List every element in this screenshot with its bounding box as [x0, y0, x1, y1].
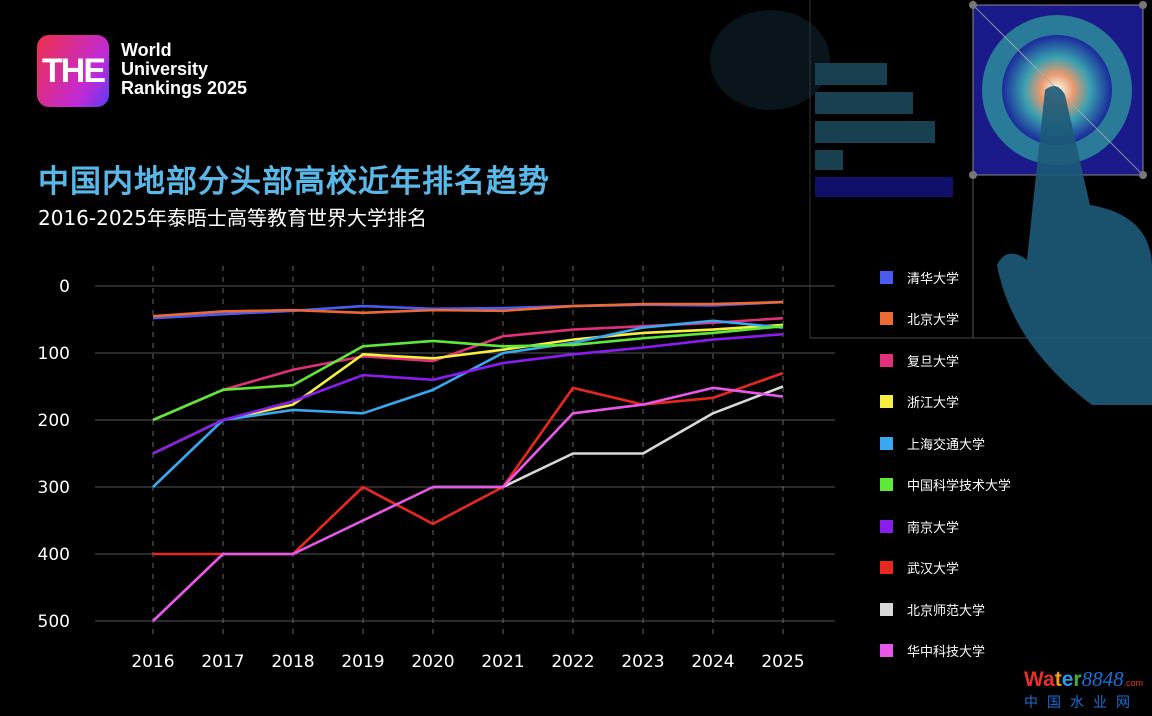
legend-item: 清华大学	[880, 267, 959, 287]
legend-swatch	[880, 644, 893, 657]
page-title: 中国内地部分头部高校近年排名趋势	[38, 164, 550, 200]
legend-label: 浙江大学	[907, 396, 960, 411]
x-tick-label: 2021	[481, 652, 524, 672]
x-tick-label: 2019	[341, 652, 384, 672]
y-tick-label: 400	[38, 545, 70, 565]
logo-text: World University Rankings 2025	[121, 41, 247, 98]
logo-mark: THE	[42, 51, 106, 90]
legend-swatch	[880, 353, 893, 367]
x-tick-label: 2020	[411, 652, 454, 672]
legend-label: 清华大学	[907, 271, 960, 287]
watermark-cn: 中国水业网	[1024, 694, 1139, 710]
y-tick-label: 0	[59, 277, 70, 297]
x-tick-label: 2023	[621, 652, 664, 672]
legend-label: 华中科技大学	[907, 645, 986, 660]
logo-line: Rankings 2025	[121, 78, 248, 98]
legend-swatch	[880, 395, 893, 408]
x-tick-label: 2025	[761, 652, 804, 672]
legend-label: 北京大学	[907, 313, 960, 328]
series-line-4	[152, 319, 784, 488]
legend-item: 北京师范大学	[880, 599, 985, 619]
series-line-1	[152, 300, 784, 318]
legend-label: 中国科学技术大学	[907, 479, 1012, 494]
legend-item: 武汉大学	[880, 558, 959, 578]
x-tick-label: 2017	[201, 652, 244, 672]
decorative-hand-gear-illustration	[710, 0, 1152, 405]
legend-swatch	[880, 436, 893, 450]
series-line-3	[152, 323, 784, 455]
series-line-5	[152, 324, 784, 422]
legend-label: 南京大学	[907, 520, 960, 536]
legend-item: 浙江大学	[880, 392, 959, 412]
x-tick-label: 2016	[131, 652, 174, 672]
logo-line: University	[121, 59, 209, 79]
legend-swatch	[880, 519, 893, 533]
legend-item: 复旦大学	[880, 350, 959, 370]
legend-item: 北京大学	[880, 309, 959, 329]
series-line-2	[152, 316, 784, 422]
legend-item: 上海交通大学	[880, 433, 985, 453]
legend-swatch	[880, 478, 893, 491]
the-logo: THE	[37, 35, 109, 107]
legend-label: 上海交通大学	[907, 437, 986, 453]
legend-label: 武汉大学	[907, 562, 960, 577]
y-tick-label: 100	[38, 344, 70, 364]
legend-swatch	[880, 561, 893, 574]
watermark: Water8848.com 中国水业网	[1024, 667, 1144, 710]
x-tick-label: 2024	[691, 652, 734, 672]
y-tick-label: 300	[38, 478, 70, 498]
legend-item: 中国科学技术大学	[880, 475, 1011, 495]
legend-item: 华中科技大学	[880, 641, 985, 661]
legend-swatch	[880, 270, 893, 284]
legend-label: 北京师范大学	[907, 603, 986, 619]
x-tick-label: 2022	[551, 652, 594, 672]
series-line-6	[152, 332, 784, 455]
page-subtitle: 2016-2025年泰晤士高等教育世界大学排名	[38, 206, 428, 230]
logo-line: World	[121, 40, 172, 60]
legend-swatch	[880, 602, 893, 616]
y-tick-label: 200	[38, 411, 70, 431]
series-line-7	[153, 371, 784, 556]
series-line-8	[433, 385, 784, 489]
legend-swatch	[880, 312, 893, 325]
x-tick-label: 2018	[271, 652, 314, 672]
watermark-suffix: .com	[1123, 678, 1144, 688]
legend-item: 南京大学	[880, 516, 959, 536]
legend-label: 复旦大学	[907, 354, 960, 370]
series-line-9	[152, 386, 784, 622]
y-tick-label: 500	[38, 612, 70, 632]
